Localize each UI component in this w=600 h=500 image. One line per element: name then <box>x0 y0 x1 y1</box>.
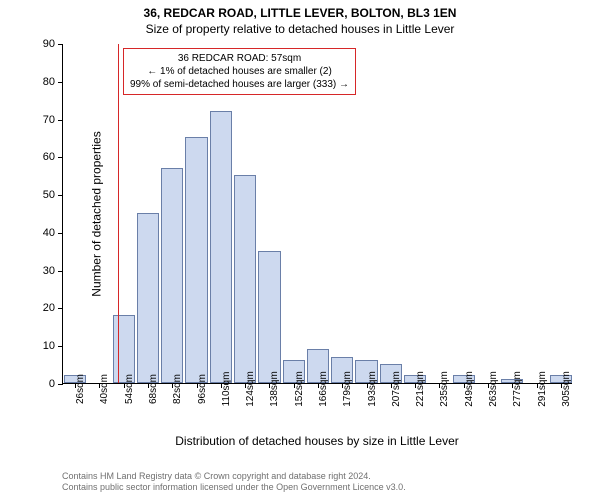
y-tick-label: 90 <box>43 38 55 50</box>
x-tick-label: 26sqm <box>75 374 86 404</box>
y-tick-label: 40 <box>43 227 55 239</box>
x-axis-label: Distribution of detached houses by size … <box>62 434 572 448</box>
y-tick <box>58 44 63 45</box>
x-tick-label: 96sqm <box>197 374 208 404</box>
y-tick-label: 50 <box>43 189 55 201</box>
y-tick-label: 60 <box>43 151 55 163</box>
x-tick-label: 305sqm <box>561 371 572 407</box>
x-tick-label: 138sqm <box>269 371 280 407</box>
y-tick-label: 10 <box>43 340 55 352</box>
chart-title-address: 36, REDCAR ROAD, LITTLE LEVER, BOLTON, B… <box>0 6 600 20</box>
histogram-bar <box>161 168 183 383</box>
y-tick <box>58 384 63 385</box>
x-tick-label: 291sqm <box>537 371 548 407</box>
y-tick-label: 80 <box>43 76 55 88</box>
plot-area: 010203040506070809026sqm40sqm54sqm68sqm8… <box>62 44 572 384</box>
histogram-bar <box>137 213 159 383</box>
y-tick <box>58 271 63 272</box>
x-tick-label: 207sqm <box>391 371 402 407</box>
y-tick <box>58 308 63 309</box>
histogram-bar <box>234 175 256 383</box>
footer-attribution: Contains HM Land Registry data © Crown c… <box>62 471 406 494</box>
y-tick <box>58 82 63 83</box>
x-tick-label: 40sqm <box>99 374 110 404</box>
y-tick-label: 30 <box>43 265 55 277</box>
annotation-line: ← 1% of detached houses are smaller (2) <box>130 65 349 78</box>
property-marker-line <box>118 44 119 383</box>
y-tick <box>58 233 63 234</box>
y-tick-label: 70 <box>43 114 55 126</box>
x-tick-label: 166sqm <box>318 371 329 407</box>
x-tick-label: 263sqm <box>488 371 499 407</box>
x-tick-label: 54sqm <box>124 374 135 404</box>
x-tick-label: 249sqm <box>464 371 475 407</box>
x-tick-label: 110sqm <box>221 372 232 407</box>
x-tick-label: 193sqm <box>367 371 378 407</box>
annotation-box: 36 REDCAR ROAD: 57sqm← 1% of detached ho… <box>123 48 356 95</box>
y-tick-label: 20 <box>43 302 55 314</box>
x-tick-label: 235sqm <box>439 371 450 407</box>
y-tick <box>58 120 63 121</box>
x-tick-label: 277sqm <box>512 371 523 407</box>
chart-title-desc: Size of property relative to detached ho… <box>0 22 600 36</box>
x-tick-label: 124sqm <box>245 371 256 407</box>
histogram-bar <box>210 111 232 383</box>
annotation-line: 36 REDCAR ROAD: 57sqm <box>130 52 349 65</box>
y-tick <box>58 157 63 158</box>
x-tick-label: 152sqm <box>294 371 305 407</box>
annotation-line: 99% of semi-detached houses are larger (… <box>130 78 349 91</box>
x-tick-label: 82sqm <box>172 374 183 404</box>
histogram-bar <box>258 251 280 383</box>
x-tick-label: 68sqm <box>148 374 159 404</box>
y-tick <box>58 195 63 196</box>
y-tick-label: 0 <box>49 378 55 390</box>
histogram-bar <box>185 137 207 383</box>
x-tick-label: 221sqm <box>415 371 426 407</box>
y-tick <box>58 346 63 347</box>
histogram-bar <box>113 315 135 383</box>
x-tick-label: 179sqm <box>342 371 353 407</box>
